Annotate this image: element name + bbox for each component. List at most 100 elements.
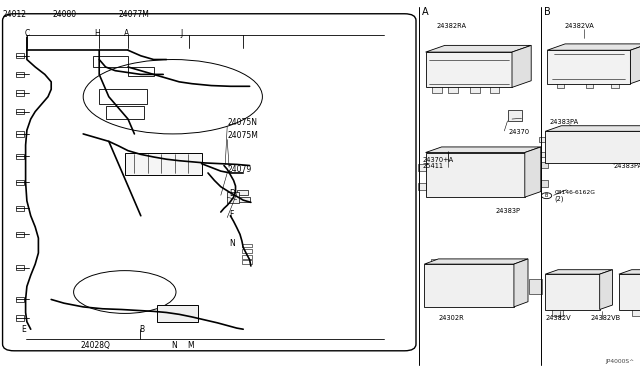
Text: 24075N: 24075N: [227, 118, 257, 127]
Bar: [432, 270, 450, 301]
Text: B: B: [544, 7, 551, 17]
Bar: [568, 150, 580, 160]
Bar: [624, 281, 636, 305]
Text: 24383PA: 24383PA: [549, 119, 579, 125]
Bar: [458, 270, 476, 301]
Text: F: F: [229, 209, 234, 218]
Bar: [568, 137, 580, 147]
Text: A: A: [422, 7, 429, 17]
Bar: [586, 83, 593, 88]
Polygon shape: [619, 274, 640, 310]
Bar: [432, 179, 445, 193]
Text: 24382VA: 24382VA: [564, 23, 594, 29]
Polygon shape: [426, 45, 531, 52]
Bar: [242, 255, 252, 259]
Text: 24382VB: 24382VB: [590, 315, 620, 321]
Bar: [541, 161, 548, 168]
Bar: [467, 179, 479, 193]
Bar: [432, 161, 445, 176]
Bar: [484, 161, 497, 176]
FancyBboxPatch shape: [3, 14, 416, 351]
Bar: [242, 244, 252, 247]
Bar: [508, 110, 522, 121]
Bar: [501, 161, 514, 176]
Text: 24382RA: 24382RA: [436, 23, 467, 29]
Text: 24077M: 24077M: [118, 10, 149, 19]
Text: N: N: [172, 341, 177, 350]
Polygon shape: [424, 264, 514, 307]
Bar: [125, 153, 202, 175]
Bar: [467, 161, 479, 176]
Text: 24383P: 24383P: [496, 208, 521, 214]
Text: 24012: 24012: [3, 10, 27, 19]
Bar: [227, 192, 239, 203]
Text: (2): (2): [554, 196, 564, 202]
Bar: [16, 72, 24, 77]
Bar: [539, 152, 545, 157]
Bar: [418, 164, 426, 171]
Text: 24382V: 24382V: [546, 315, 572, 321]
Ellipse shape: [83, 60, 262, 134]
Bar: [128, 67, 154, 76]
Polygon shape: [545, 131, 640, 163]
Polygon shape: [512, 45, 531, 87]
Bar: [573, 281, 587, 305]
Polygon shape: [545, 126, 640, 131]
Bar: [237, 190, 248, 195]
Polygon shape: [514, 259, 528, 307]
Text: E: E: [21, 325, 26, 334]
Polygon shape: [424, 259, 528, 264]
Polygon shape: [426, 147, 541, 153]
Bar: [16, 265, 24, 270]
Bar: [16, 131, 24, 137]
Bar: [602, 150, 615, 160]
Bar: [539, 137, 545, 142]
Text: 24075M: 24075M: [227, 131, 258, 140]
Bar: [484, 179, 497, 193]
Bar: [602, 137, 615, 147]
Bar: [418, 183, 426, 190]
Bar: [16, 154, 24, 159]
Text: A: A: [124, 29, 129, 38]
Text: D: D: [229, 189, 235, 198]
Bar: [620, 137, 632, 147]
Bar: [16, 90, 24, 96]
Text: H: H: [95, 29, 100, 38]
Polygon shape: [545, 274, 600, 310]
Bar: [16, 53, 24, 58]
Bar: [449, 179, 462, 193]
Bar: [557, 83, 564, 88]
Polygon shape: [547, 50, 630, 84]
Text: N: N: [229, 239, 235, 248]
Bar: [237, 197, 250, 202]
Bar: [632, 309, 640, 316]
Bar: [448, 86, 458, 93]
Text: 24028Q: 24028Q: [81, 341, 111, 350]
Text: B: B: [545, 193, 548, 198]
Bar: [106, 106, 144, 119]
Bar: [620, 150, 632, 160]
Polygon shape: [547, 44, 640, 50]
Bar: [431, 259, 447, 266]
Bar: [552, 281, 566, 305]
Bar: [550, 137, 563, 147]
Bar: [242, 260, 252, 264]
Bar: [157, 305, 198, 322]
Text: 08146-6162G: 08146-6162G: [554, 190, 595, 195]
Text: 25411: 25411: [422, 163, 444, 169]
Bar: [16, 180, 24, 185]
Polygon shape: [600, 270, 612, 310]
Bar: [432, 86, 442, 93]
Polygon shape: [619, 270, 640, 274]
Bar: [16, 109, 24, 114]
Text: 24370+A: 24370+A: [422, 157, 454, 163]
Bar: [550, 150, 563, 160]
Polygon shape: [525, 147, 541, 197]
Polygon shape: [426, 52, 512, 87]
Polygon shape: [545, 270, 612, 274]
Text: 24370: 24370: [509, 129, 530, 135]
Bar: [470, 86, 480, 93]
Text: J: J: [180, 29, 183, 38]
Bar: [16, 232, 24, 237]
Bar: [552, 309, 563, 316]
